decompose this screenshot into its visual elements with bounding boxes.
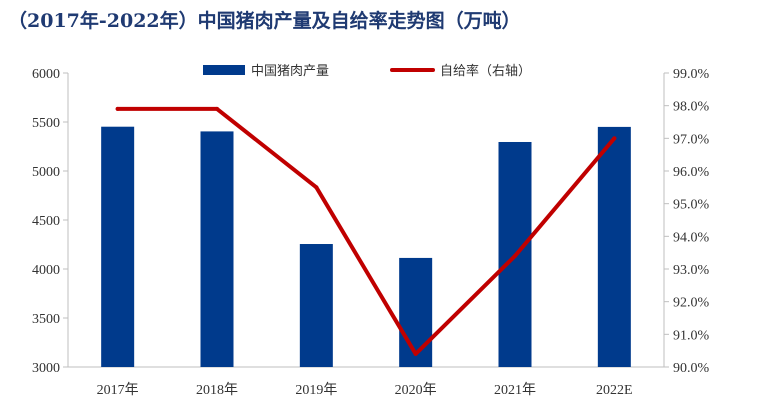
left-tick-label: 4000 — [32, 263, 60, 278]
left-tick-label: 5500 — [32, 116, 60, 131]
x-tick-label: 2018年 — [196, 382, 238, 398]
self-sufficiency-point — [612, 136, 617, 141]
right-tick-label: 93.0% — [673, 263, 710, 278]
chart-title: （2017年-2022年）中国猪肉产量及自给率走势图（万吨） — [8, 10, 521, 32]
left-tick-label: 3500 — [32, 312, 60, 327]
right-tick-label: 91.0% — [673, 328, 710, 343]
x-tick-label: 2021年 — [494, 382, 536, 398]
x-tick-label: 2019年 — [295, 382, 337, 398]
production-bar — [597, 126, 631, 368]
legend-label-self-sufficiency: 自给率（右轴） — [440, 63, 531, 79]
self-sufficiency-line — [115, 106, 617, 356]
legend-label-production: 中国猪肉产量 — [251, 64, 329, 79]
right-tick-label: 90.0% — [673, 361, 710, 376]
self-sufficiency-point — [413, 351, 418, 356]
x-tick-label: 2017年 — [97, 382, 139, 398]
left-tick-label: 4500 — [32, 214, 60, 229]
right-tick-label: 94.0% — [673, 230, 710, 245]
right-tick-label: 98.0% — [673, 100, 710, 115]
self-sufficiency-point — [314, 185, 319, 190]
production-bar — [101, 126, 135, 367]
self-sufficiency-point — [513, 253, 517, 258]
right-tick-label: 92.0% — [673, 296, 710, 311]
self-sufficiency-point — [215, 106, 219, 111]
right-tick-label: 99.0% — [673, 67, 710, 82]
right-tick-label: 96.0% — [673, 165, 710, 180]
left-tick-label: 5000 — [32, 165, 60, 180]
production-bar — [299, 244, 333, 367]
left-tick-label: 6000 — [32, 67, 60, 82]
x-tick-label: 2022E — [596, 383, 633, 398]
production-bar — [200, 131, 234, 367]
legend-swatch-production — [203, 65, 245, 75]
left-tick-label: 3000 — [32, 361, 60, 376]
self-sufficiency-point — [115, 106, 120, 111]
production-bar — [399, 257, 433, 367]
right-tick-label: 97.0% — [673, 132, 710, 147]
x-tick-label: 2020年 — [395, 382, 437, 398]
right-tick-label: 95.0% — [673, 198, 710, 213]
